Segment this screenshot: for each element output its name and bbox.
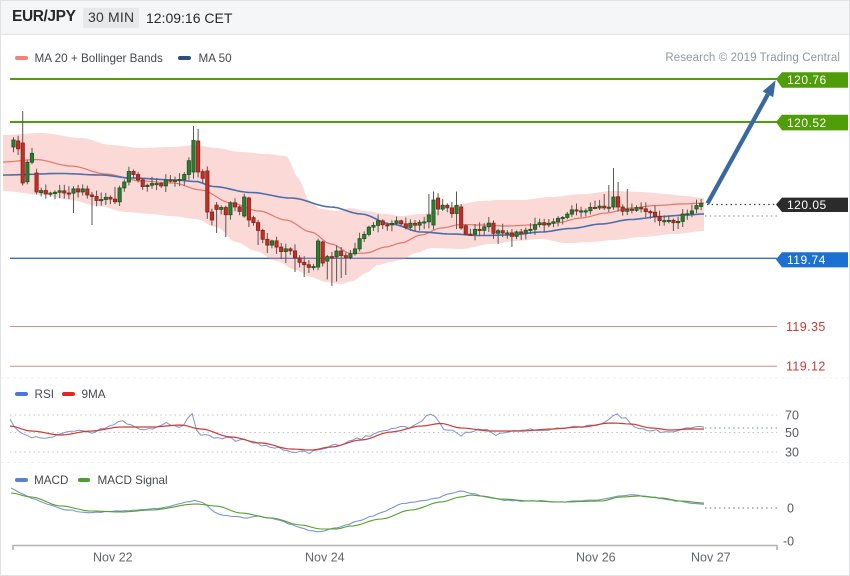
svg-text:-0: -0	[783, 535, 794, 549]
svg-text:50: 50	[785, 426, 799, 440]
svg-text:120.76: 120.76	[787, 73, 827, 87]
svg-text:120.52: 120.52	[787, 116, 827, 130]
svg-text:Nov 26: Nov 26	[576, 551, 616, 565]
svg-text:119.35: 119.35	[786, 320, 826, 334]
svg-text:Nov 24: Nov 24	[305, 551, 345, 565]
svg-text:70: 70	[785, 409, 799, 423]
svg-text:Nov 27: Nov 27	[691, 551, 731, 565]
svg-text:30: 30	[785, 446, 799, 460]
svg-text:Nov 22: Nov 22	[93, 551, 133, 565]
svg-text:120.05: 120.05	[787, 198, 827, 212]
svg-text:0: 0	[787, 502, 794, 516]
svg-text:119.12: 119.12	[786, 360, 826, 374]
svg-text:119.74: 119.74	[787, 253, 826, 267]
